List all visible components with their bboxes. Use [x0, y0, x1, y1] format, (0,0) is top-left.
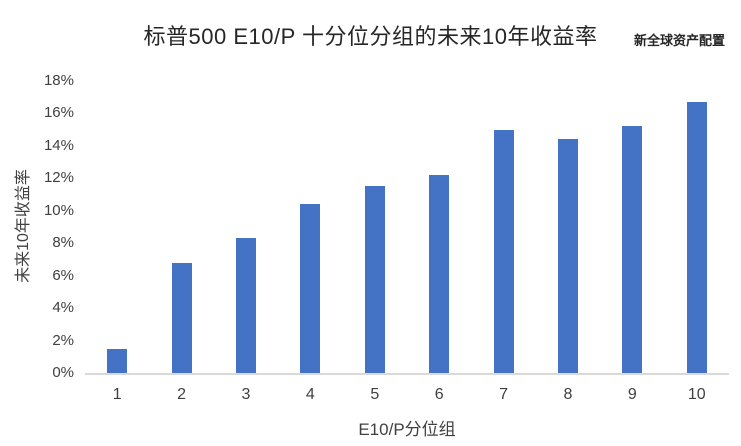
- bar-category-7: [493, 129, 514, 373]
- x-tick-label-1: 1: [112, 386, 122, 403]
- y-tick-label-14: 14%: [43, 136, 74, 154]
- y-tick-label-18: 18%: [43, 72, 74, 89]
- brand-label: 新全球资产配置: [633, 33, 725, 48]
- bar-category-1: [107, 348, 128, 373]
- bar-category-6: [429, 175, 450, 373]
- x-tick-label-4: 4: [305, 386, 315, 403]
- y-tick-label-4: 4%: [52, 299, 74, 317]
- y-tick-label-16: 16%: [43, 104, 74, 122]
- x-tick-label-3: 3: [241, 386, 251, 403]
- x-tick-label-2: 2: [177, 386, 187, 403]
- x-tick-label-9: 9: [627, 386, 637, 403]
- bar-category-3: [236, 238, 256, 373]
- y-tick-label-0: 0%: [52, 364, 74, 381]
- y-axis-ticks: 0% 2% 4% 6% 8% 10% 12% 14% 16% 18%: [0, 72, 74, 381]
- x-tick-label-10: 10: [687, 386, 706, 403]
- x-tick-label-5: 5: [370, 386, 380, 403]
- bar-category-8: [558, 139, 578, 373]
- x-tick-label-7: 7: [499, 386, 509, 403]
- bar-category-5: [364, 186, 385, 373]
- x-tick-label-6: 6: [434, 386, 444, 403]
- y-tick-label-6: 6%: [52, 266, 74, 284]
- y-tick-label-8: 8%: [52, 234, 74, 252]
- y-tick-label-12: 12%: [43, 169, 74, 187]
- chart-title: 标普500 E10/P 十分位分组的未来10年收益率: [143, 24, 598, 49]
- x-axis-ticks: 1 2 3 4 5 6 7 8 9 10: [85, 386, 729, 406]
- bar-category-2: [171, 262, 192, 373]
- x-axis-title: E10/P分位组: [358, 420, 456, 439]
- bar-category-4: [300, 204, 321, 373]
- plot-area: [85, 81, 729, 375]
- y-tick-label-10: 10%: [43, 201, 74, 219]
- x-tick-label-8: 8: [563, 386, 573, 403]
- bar-category-9: [622, 126, 643, 373]
- y-tick-label-2: 2%: [52, 331, 74, 349]
- bars-layer: [85, 81, 729, 373]
- bar-category-10: [686, 102, 707, 373]
- x-axis-line: [85, 373, 729, 375]
